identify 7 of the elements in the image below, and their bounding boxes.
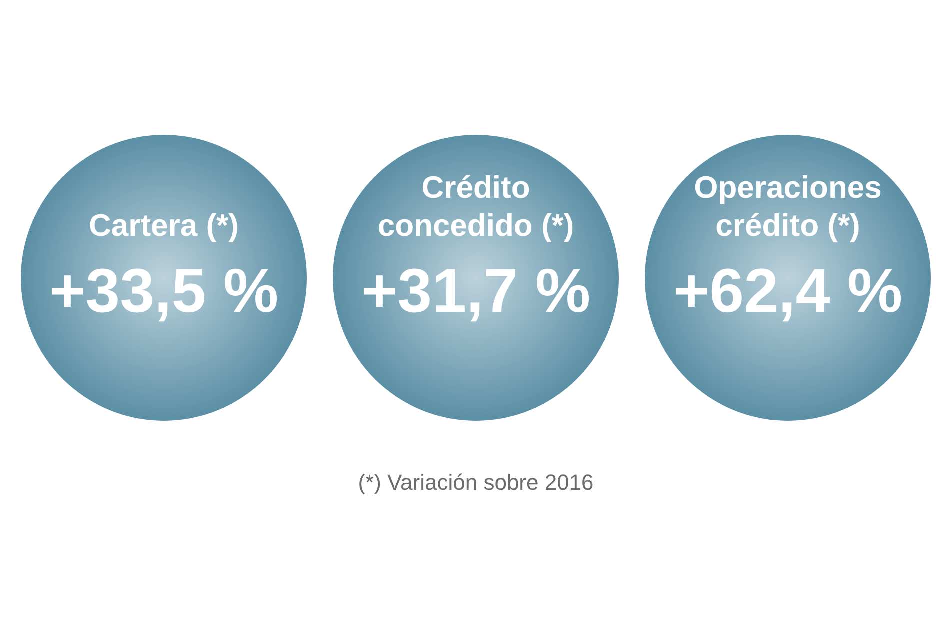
category-label: Operaciones crédito (*): [694, 170, 882, 243]
data-label: +62,4 %: [673, 257, 903, 326]
data-label: +33,5 %: [49, 257, 279, 326]
data-label: +31,7 %: [361, 257, 591, 326]
category-label: Crédito concedido (*): [378, 170, 574, 243]
category-label: Cartera (*): [89, 208, 239, 243]
text: (*) Variación sobre 2016: [357, 470, 595, 496]
